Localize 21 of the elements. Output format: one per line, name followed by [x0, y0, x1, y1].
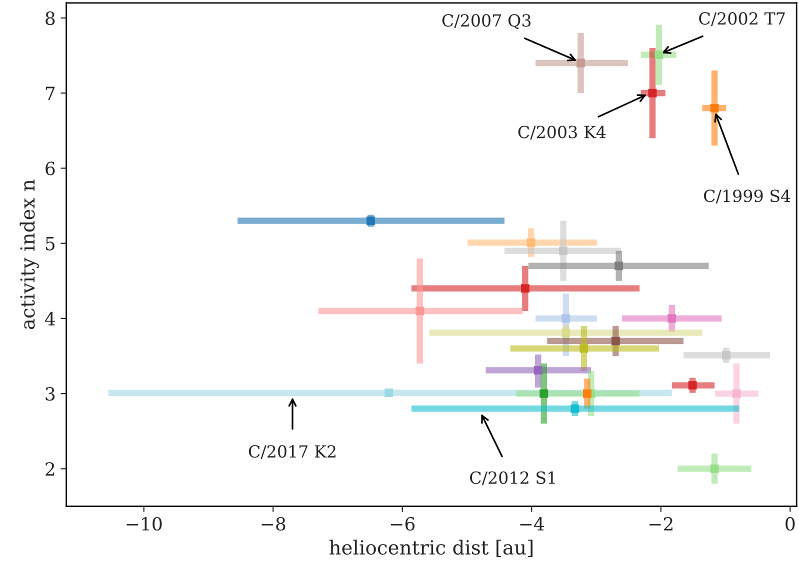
y-tick-label: 2 — [46, 462, 54, 476]
x-tick-label: −2 — [649, 517, 672, 530]
x-tick-label: −4 — [520, 517, 544, 530]
annotation: C/2002 T7 — [699, 12, 785, 26]
y-axis-title: activity index n — [20, 180, 39, 330]
y-tick-label: 4 — [44, 312, 55, 326]
y-tick-label: 6 — [46, 162, 55, 176]
y-tick-label: 5 — [46, 237, 55, 250]
annotation: C/2007 Q3 — [442, 14, 531, 30]
x-tick-label: 0 — [786, 517, 795, 531]
annotation: C/2012 S1 — [470, 471, 555, 486]
x-tick-label: −8 — [262, 517, 286, 531]
y-tick-label: 3 — [46, 387, 55, 401]
x-tick-label: −6 — [390, 517, 415, 531]
annotation: C/2003 K4 — [518, 126, 606, 140]
x-axis-title: heliocentric dist [au] — [329, 540, 532, 558]
x-tick-label: −10 — [126, 517, 162, 531]
annotation: C/2017 K2 — [248, 445, 336, 460]
y-tick-label: 7 — [46, 86, 55, 100]
y-tick-label: 8 — [46, 11, 55, 26]
annotation: C/1999 S4 — [704, 190, 790, 204]
